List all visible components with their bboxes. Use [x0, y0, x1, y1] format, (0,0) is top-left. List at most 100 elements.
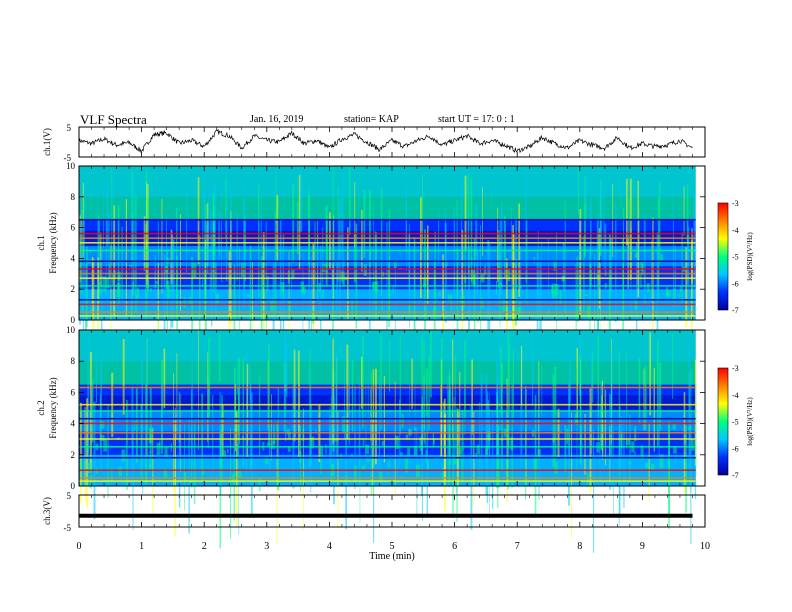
spectrogram-2-sferic: [250, 392, 253, 516]
colorbar-1-tick: -4: [732, 226, 739, 235]
spectrogram-2-sferic: [507, 421, 510, 490]
spectrogram-2-speckle: [554, 461, 558, 474]
spectrogram-1-speckle: [673, 288, 676, 301]
spectrogram-1-speckle: [102, 276, 106, 292]
spectrogram-2-sferic: [208, 337, 211, 418]
spectrogram-1-speckle: [340, 271, 343, 282]
spectrogram-2-narrowband-line: [79, 438, 696, 440]
spectrogram-2-sferic: [629, 414, 631, 485]
x-axis-label: Time (min): [369, 551, 414, 562]
spectrogram-1-sferic: [427, 232, 429, 299]
spectrogram-2-speckle: [351, 453, 353, 459]
spectrogram-1-sferic: [163, 253, 166, 353]
spectrogram-2-sferic: [374, 368, 377, 465]
spectrogram-1-sferic: [608, 234, 611, 352]
spectrogram-1-sferic: [258, 184, 260, 298]
spectrogram-2-speckle: [379, 471, 383, 482]
spectrogram-1-speckle: [461, 295, 465, 308]
spectrogram-1-speckle: [584, 294, 588, 297]
spectrogram-2-speckle: [427, 460, 429, 470]
spectrogram-1-sferic: [636, 243, 638, 343]
spectrogram-1-sferic: [467, 174, 470, 273]
spectrogram-2-speckle: [672, 424, 676, 430]
spectrogram-1-narrowband-line: [79, 218, 696, 221]
spectrogram-2-speckle: [264, 456, 269, 464]
spectrogram-2-speckle: [287, 446, 291, 452]
spectrogram-2-speckle: [302, 428, 305, 442]
spectrogram-1-sferic: [292, 183, 295, 263]
spectrogram-1-sferic: [461, 229, 464, 333]
spectrogram-1-sferic: [161, 198, 163, 294]
spectrogram-2-speckle: [388, 461, 390, 468]
spectrogram-2-narrowband-line: [79, 477, 696, 479]
spectrogram-1-sferic: [300, 170, 303, 232]
spectrogram-2-sferic: [507, 333, 510, 449]
spectrogram-2-speckle: [354, 465, 357, 481]
spectrogram-1-speckle: [552, 283, 556, 298]
spectrogram-2-sferic: [242, 357, 244, 467]
spectrogram-2-speckle: [407, 447, 411, 457]
spectrogram-1-speckle: [129, 265, 132, 267]
spectrogram-1-sferic: [146, 184, 149, 289]
spectrogram-1-sferic: [541, 241, 542, 335]
spectrogram-2-sferic: [362, 335, 364, 429]
colorbar-2-label: log(PSD)(V²/Hz): [746, 397, 754, 446]
spectrogram-2-sferic: [411, 358, 413, 410]
spectrogram-1-sferic: [310, 256, 312, 361]
spectrogram-2-speckle: [250, 454, 253, 467]
spectrogram-1-speckle: [596, 275, 600, 278]
spectrogram-1-sferic: [209, 176, 211, 299]
spectrogram-1-sferic: [394, 265, 396, 387]
spectrogram-2-speckle: [510, 437, 514, 451]
spectrogram-2-speckle: [299, 450, 302, 463]
spectrogram-1-ylabel: Frequency (kHz): [48, 212, 58, 273]
x-tick-label: 9: [640, 541, 645, 552]
spectrogram-2-sferic: [604, 383, 605, 435]
spectrogram-1-narrowband-line: [79, 260, 696, 263]
spectrogram-1-sferic: [333, 215, 335, 301]
spectrogram-1-sferic: [438, 208, 440, 264]
spectrogram-2-sferic: [80, 402, 82, 504]
spectrogram-2-narrowband-line: [79, 446, 696, 448]
spectrogram-2-sferic: [245, 417, 247, 478]
spectrogram-2-speckle: [423, 421, 426, 430]
figure-title: VLF Spectra: [80, 112, 147, 127]
spectrogram-1-sferic: [594, 253, 596, 349]
spectrogram-2-speckle: [236, 444, 239, 457]
spectrogram-2-sferic: [399, 336, 401, 435]
spectrogram-2-sferic: [188, 418, 190, 534]
spectrogram-1-sferic: [221, 183, 222, 282]
colorbar-1-tick: -5: [732, 253, 739, 262]
spectrogram-2-speckle: [361, 465, 365, 471]
x-tick-label: 6: [452, 541, 457, 552]
spectrogram-2-speckle: [156, 443, 161, 456]
spectrogram-2-sferic: [140, 404, 143, 480]
spectrogram-2-sferic: [178, 391, 180, 443]
spectrogram-2-sferic: [234, 367, 236, 429]
spectrogram-1-speckle: [646, 283, 650, 293]
spectrogram-2-sferic: [122, 338, 125, 415]
spectrogram-2-sferic: [249, 354, 251, 403]
x-tick-label: 8: [577, 541, 582, 552]
spectrogram-1-speckle: [559, 290, 562, 305]
spectrogram-1-speckle: [240, 262, 244, 278]
spectrogram-1-speckle: [363, 264, 367, 277]
spectrogram-2-sferic: [609, 393, 611, 490]
spectrogram-1-sferic: [420, 197, 422, 298]
spectrogram-1-speckle: [229, 302, 232, 305]
spectrogram-1-sferic: [656, 232, 659, 336]
spectrogram-2-speckle: [533, 457, 538, 470]
spectrogram-2-sferic: [421, 334, 423, 455]
colorbar-2-tick: -3: [732, 364, 739, 373]
x-tick-label: 5: [390, 541, 395, 552]
spectrogram-1-sferic: [176, 208, 178, 309]
spectrogram-2-sferic: [131, 387, 134, 471]
spectrogram-2-speckle: [579, 454, 582, 457]
spectrogram-1-sferic: [113, 169, 115, 247]
spectrogram-1-sferic: [692, 234, 693, 315]
spectrogram-2-speckle: [413, 427, 417, 431]
spectrogram-1-speckle: [586, 305, 591, 318]
spectrogram-2-speckle: [653, 419, 655, 432]
spectrogram-1-sferic: [296, 202, 299, 255]
